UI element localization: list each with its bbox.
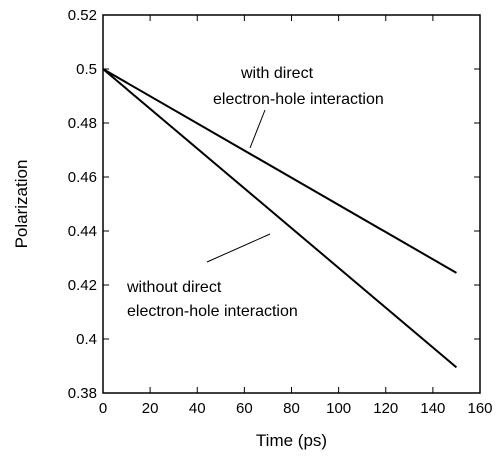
y-axis-title: Polarization: [12, 160, 31, 249]
annotation-with-direct-line-2: electron-hole interaction: [213, 91, 384, 108]
x-tick-label: 40: [189, 400, 206, 417]
x-tick-label: 20: [142, 400, 159, 417]
y-tick-label: 0.38: [68, 385, 97, 402]
annotation-without-direct-line-1: without direct: [126, 279, 222, 296]
x-tick-label: 100: [326, 400, 351, 417]
axis-ticks: [102, 14, 481, 394]
series-line-1: [102, 68, 457, 274]
annotation-without-direct: without direct electron-hole interaction: [126, 233, 298, 320]
x-tick-label: 140: [420, 400, 445, 417]
annotation-with-direct-line-1: with direct: [240, 65, 314, 82]
x-tick-label: 80: [283, 400, 300, 417]
series-line-2: [102, 68, 458, 369]
plot-marks: [102, 68, 458, 369]
x-tick-label: 60: [236, 400, 253, 417]
x-tick-label: 0: [99, 400, 107, 417]
annotation-without-direct-pointer: [206, 233, 271, 263]
annotation-with-direct: with direct electron-hole interaction: [213, 65, 384, 149]
y-tick-label: 0.44: [68, 223, 97, 240]
annotation-with-direct-pointer: [249, 109, 266, 149]
y-tick-label: 0.5: [76, 61, 97, 78]
tick-labels: 0 20 40 60 80 100 120 140 160 0.38 0.4 0.42 0.44 0.46…: [68, 7, 493, 417]
y-tick-label: 0.52: [68, 7, 97, 24]
x-axis-title: Time (ps): [256, 431, 327, 450]
x-tick-label: 120: [373, 400, 398, 417]
y-tick-label: 0.46: [68, 169, 97, 186]
annotation-without-direct-line-2: electron-hole interaction: [127, 303, 298, 320]
y-tick-label: 0.48: [68, 115, 97, 132]
x-tick-label: 160: [467, 400, 492, 417]
y-tick-label: 0.42: [68, 277, 97, 294]
y-tick-label: 0.4: [76, 331, 97, 348]
